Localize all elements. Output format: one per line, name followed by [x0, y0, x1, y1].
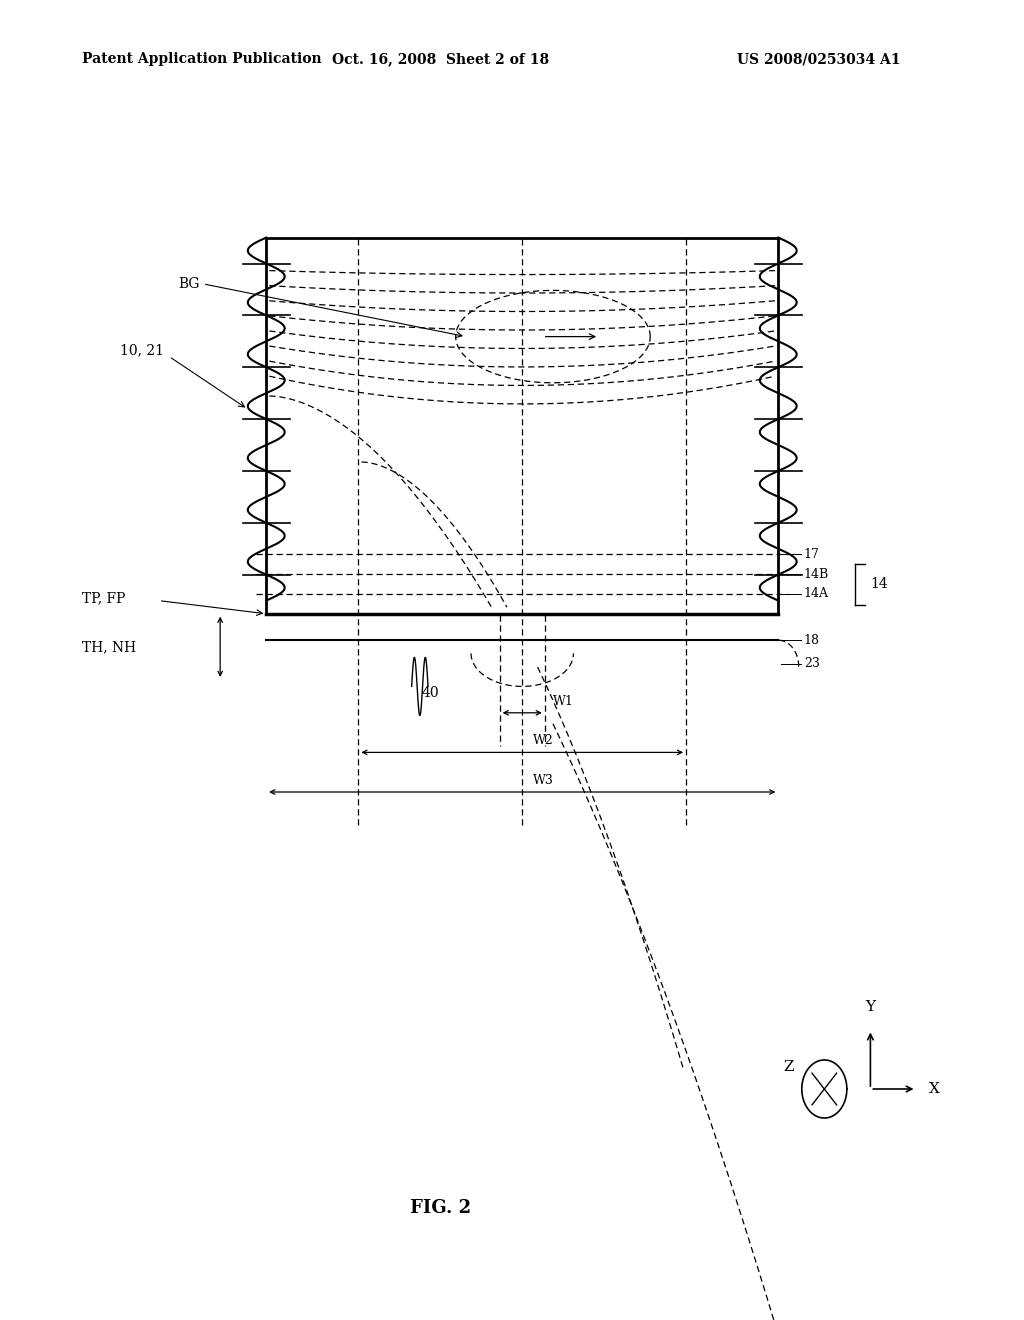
Text: 14B: 14B [804, 568, 829, 581]
Text: 23: 23 [804, 657, 820, 671]
Text: BG: BG [178, 277, 200, 290]
Text: W1: W1 [553, 694, 573, 708]
Text: W2: W2 [532, 734, 553, 747]
Text: 40: 40 [421, 686, 439, 700]
Text: TH, NH: TH, NH [82, 640, 136, 653]
Text: Oct. 16, 2008  Sheet 2 of 18: Oct. 16, 2008 Sheet 2 of 18 [332, 53, 549, 66]
Text: Y: Y [865, 999, 876, 1014]
Text: TP, FP: TP, FP [82, 591, 125, 605]
Text: X: X [929, 1082, 940, 1096]
Text: FIG. 2: FIG. 2 [410, 1199, 471, 1217]
Text: 14A: 14A [804, 587, 828, 601]
Text: Patent Application Publication: Patent Application Publication [82, 53, 322, 66]
Text: 17: 17 [804, 548, 820, 561]
Bar [266, 238, 778, 614]
Text: W3: W3 [532, 774, 553, 787]
Text: US 2008/0253034 A1: US 2008/0253034 A1 [737, 53, 901, 66]
Text: 14: 14 [870, 577, 888, 591]
Text: Z: Z [783, 1060, 794, 1073]
Text: 18: 18 [804, 634, 820, 647]
Text: 10, 21: 10, 21 [120, 343, 164, 356]
